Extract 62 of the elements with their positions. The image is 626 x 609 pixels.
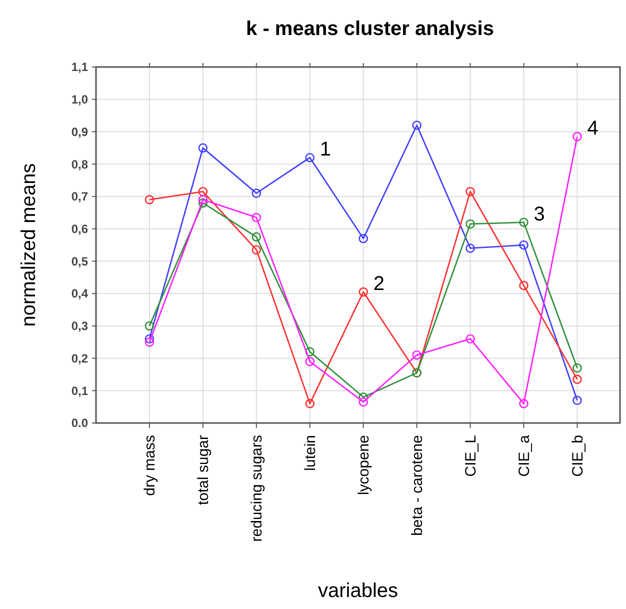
point — [252, 188, 262, 198]
point — [466, 244, 475, 253]
point — [305, 347, 315, 356]
y-tick-label: 0,1 — [71, 384, 88, 398]
point — [358, 234, 368, 244]
point — [144, 321, 154, 331]
annotation: 4 — [587, 118, 598, 140]
point — [519, 280, 528, 290]
y-tick-label: 0,3 — [71, 319, 88, 334]
point — [572, 374, 582, 384]
point — [358, 287, 368, 297]
point — [305, 356, 315, 366]
point — [358, 392, 368, 402]
point — [412, 120, 422, 130]
point — [358, 397, 368, 407]
point — [144, 334, 154, 344]
point — [519, 218, 528, 227]
annotation: 3 — [534, 203, 545, 226]
point — [412, 350, 422, 360]
x-tick-label: reducing sugars — [248, 435, 266, 542]
point — [572, 132, 582, 142]
point — [198, 143, 208, 153]
y-tick-label: 0,7 — [71, 190, 88, 204]
chart-title: k - means cluster analysis — [246, 18, 494, 40]
point — [144, 337, 154, 347]
annotation: 1 — [320, 138, 332, 161]
x-tick-label: dry mass — [142, 435, 159, 496]
y-tick-label: 0,4 — [71, 286, 88, 301]
x-tick-label: CIE_L — [462, 435, 480, 477]
point — [466, 219, 475, 229]
y-tick-label: 0,9 — [71, 124, 88, 139]
point — [252, 212, 262, 222]
point — [252, 245, 262, 255]
y-tick-label: 1,1 — [71, 60, 88, 74]
y-axis-title: normalized means — [18, 163, 40, 327]
point — [252, 232, 262, 242]
point — [519, 398, 528, 408]
point — [305, 398, 315, 408]
point — [572, 363, 582, 373]
point — [466, 334, 475, 344]
point — [198, 195, 208, 204]
x-tick-label: lycopene — [356, 435, 373, 496]
point — [305, 152, 315, 162]
y-tick-label: 0,6 — [71, 222, 88, 236]
y-tick-label: 0,5 — [71, 254, 88, 268]
annotation: 2 — [373, 272, 384, 295]
y-tick-label: 0.0 — [71, 416, 88, 430]
point — [466, 186, 475, 196]
point — [144, 195, 154, 204]
y-tick-label: 0,2 — [71, 351, 88, 366]
point — [572, 396, 582, 405]
x-tick-label: total sugar — [195, 435, 212, 506]
x-axis-title: variables — [318, 580, 398, 602]
point — [519, 240, 528, 250]
x-tick-label: lutein — [302, 435, 320, 471]
point — [198, 186, 208, 196]
x-tick-label: beta - carotene — [409, 435, 426, 536]
y-tick-label: 1,0 — [71, 92, 88, 107]
y-tick-label: 0,8 — [71, 157, 88, 172]
point — [198, 198, 208, 208]
x-tick-label: CIE_b — [569, 435, 586, 477]
x-tick-label: CIE_a — [516, 434, 534, 477]
